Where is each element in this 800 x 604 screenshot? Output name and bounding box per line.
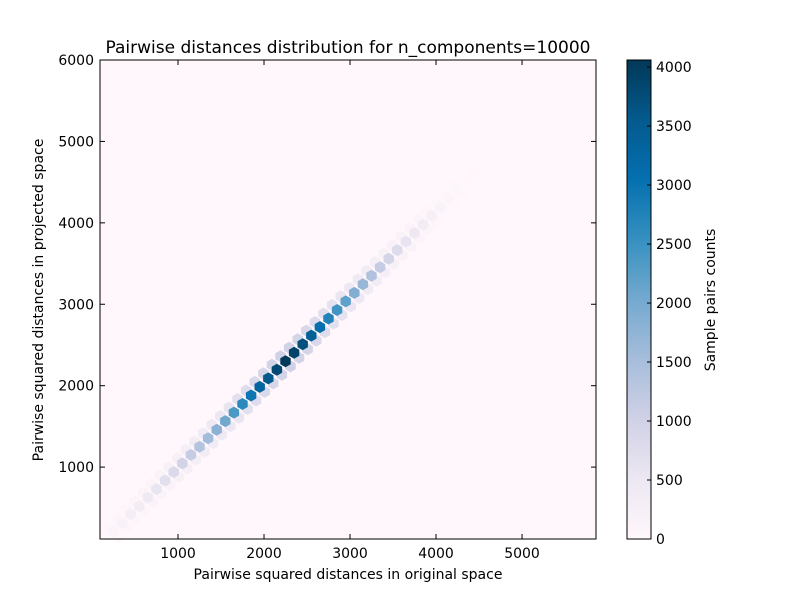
colorbar-tick-label: 2000 bbox=[656, 296, 692, 312]
x-tick-label: 1000 bbox=[160, 546, 196, 562]
y-tick-label: 5000 bbox=[58, 134, 94, 150]
hexbin-cell bbox=[374, 261, 386, 274]
hexbin-cell bbox=[211, 423, 222, 436]
x-tick-label: 3000 bbox=[332, 546, 368, 562]
hexbin-cell bbox=[237, 398, 248, 410]
hexbin-cell bbox=[435, 201, 446, 214]
x-tick-label: 4000 bbox=[418, 546, 454, 562]
hexbin-cell bbox=[323, 312, 334, 325]
hexbin-cell bbox=[245, 389, 257, 402]
hexbin-cell bbox=[306, 329, 317, 342]
hexbin-cell bbox=[409, 227, 420, 239]
y-tick-label: 6000 bbox=[58, 53, 94, 69]
colorbar-tick-label: 3500 bbox=[656, 119, 692, 135]
hexbin-cell bbox=[452, 184, 463, 197]
hexbin-cell bbox=[478, 158, 489, 171]
hexbin-cell bbox=[263, 372, 274, 385]
hexbin-cell bbox=[134, 500, 145, 513]
plot-area bbox=[99, 59, 597, 543]
hexbin-cell bbox=[469, 167, 480, 180]
hexbin-cell bbox=[168, 466, 179, 478]
x-axis-label: Pairwise squared distances in original s… bbox=[194, 567, 503, 583]
hexbin-cell bbox=[177, 457, 188, 470]
hexbin-cell bbox=[185, 448, 197, 461]
hexbin-cell bbox=[116, 516, 128, 529]
colorbar-tick-label: 3000 bbox=[656, 178, 692, 194]
hexbin-cell bbox=[271, 363, 283, 376]
hexbin-cell bbox=[220, 415, 231, 428]
x-tick-label: 2000 bbox=[246, 546, 282, 562]
colorbar-tick-label: 1000 bbox=[656, 414, 692, 430]
y-tick-label: 1000 bbox=[58, 460, 94, 476]
colorbar-tick-label: 500 bbox=[656, 473, 683, 489]
hexbin-cell bbox=[314, 321, 326, 334]
hexbin-cell bbox=[460, 175, 472, 188]
colorbar-tick-label: 2500 bbox=[656, 237, 692, 253]
hexbin-cell bbox=[392, 244, 403, 257]
colorbar-tick-label: 0 bbox=[656, 532, 665, 548]
hexbin-cell bbox=[280, 355, 291, 368]
hexbin-cell bbox=[288, 346, 300, 359]
hexbin-cell bbox=[108, 525, 119, 538]
colorbar: 0 500 1000 1500 2000 2500 3000 3500 4000 Sample … bbox=[626, 59, 719, 548]
hexbin-cell bbox=[383, 252, 394, 265]
hexbin-cell bbox=[228, 406, 240, 419]
colorbar-label: Sample pairs counts bbox=[703, 229, 719, 372]
hexbin-cell bbox=[194, 440, 205, 453]
hexbin-cell bbox=[297, 338, 308, 351]
y-axis-label: Pairwise squared distances in projected … bbox=[31, 139, 47, 462]
y-tick-label: 2000 bbox=[58, 379, 94, 395]
hexbin-cell bbox=[142, 491, 154, 504]
hexbin-cell bbox=[443, 192, 455, 205]
plot-frame bbox=[99, 59, 597, 540]
hexbin-cell bbox=[357, 278, 369, 291]
y-tick-label: 4000 bbox=[58, 216, 94, 232]
hexbin-cell bbox=[331, 304, 343, 316]
chart-title: Pairwise distances distribution for n_co… bbox=[106, 38, 591, 58]
hexbin-cell bbox=[151, 483, 162, 496]
y-tick-label: 3000 bbox=[58, 297, 94, 313]
hexbin-cell bbox=[400, 235, 412, 248]
hexbin-cell bbox=[340, 295, 351, 308]
hexbin-cell bbox=[254, 380, 265, 393]
hexbin-cell bbox=[202, 432, 214, 445]
colorbar-tick-label: 4000 bbox=[656, 60, 692, 76]
colorbar-tick-label: 1500 bbox=[656, 355, 692, 371]
hexbin-cell bbox=[366, 269, 377, 282]
x-tick-label: 5000 bbox=[504, 546, 540, 562]
hexbin-cell bbox=[349, 286, 360, 299]
colorbar-gradient bbox=[626, 59, 652, 540]
hexbin-cell bbox=[159, 474, 171, 487]
hexbin-cell bbox=[417, 218, 429, 231]
hexbin-cell bbox=[426, 209, 437, 222]
hexbin-cell bbox=[486, 150, 498, 163]
hexbin-cell bbox=[125, 508, 136, 521]
